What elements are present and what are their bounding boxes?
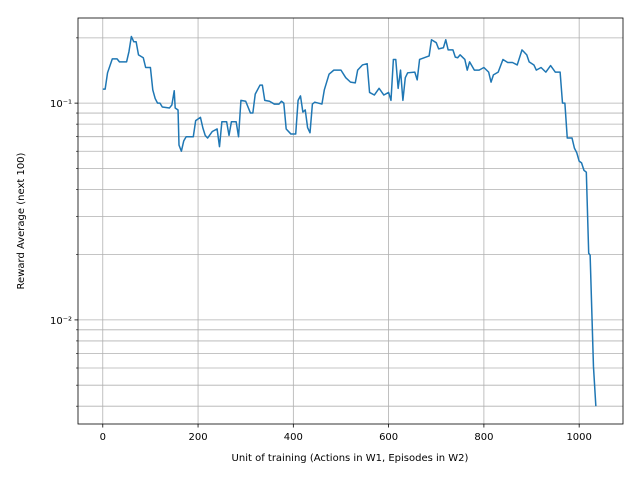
x-tick-label: 200 (189, 432, 208, 443)
y-tick-label: 10⁻² (50, 316, 72, 327)
y-axis-label: Reward Average (next 100) (16, 152, 27, 289)
x-tick-label: 800 (474, 432, 493, 443)
x-axis-label: Unit of training (Actions in W1, Episode… (232, 453, 469, 464)
x-tick-label: 0 (100, 432, 106, 443)
axes-frame (77, 17, 624, 425)
x-tick-label: 400 (284, 432, 303, 443)
y-tick-label: 10⁻¹ (50, 99, 72, 110)
x-tick-label: 600 (379, 432, 398, 443)
data-line (102, 35, 597, 407)
x-tick-label: 1000 (566, 432, 591, 443)
